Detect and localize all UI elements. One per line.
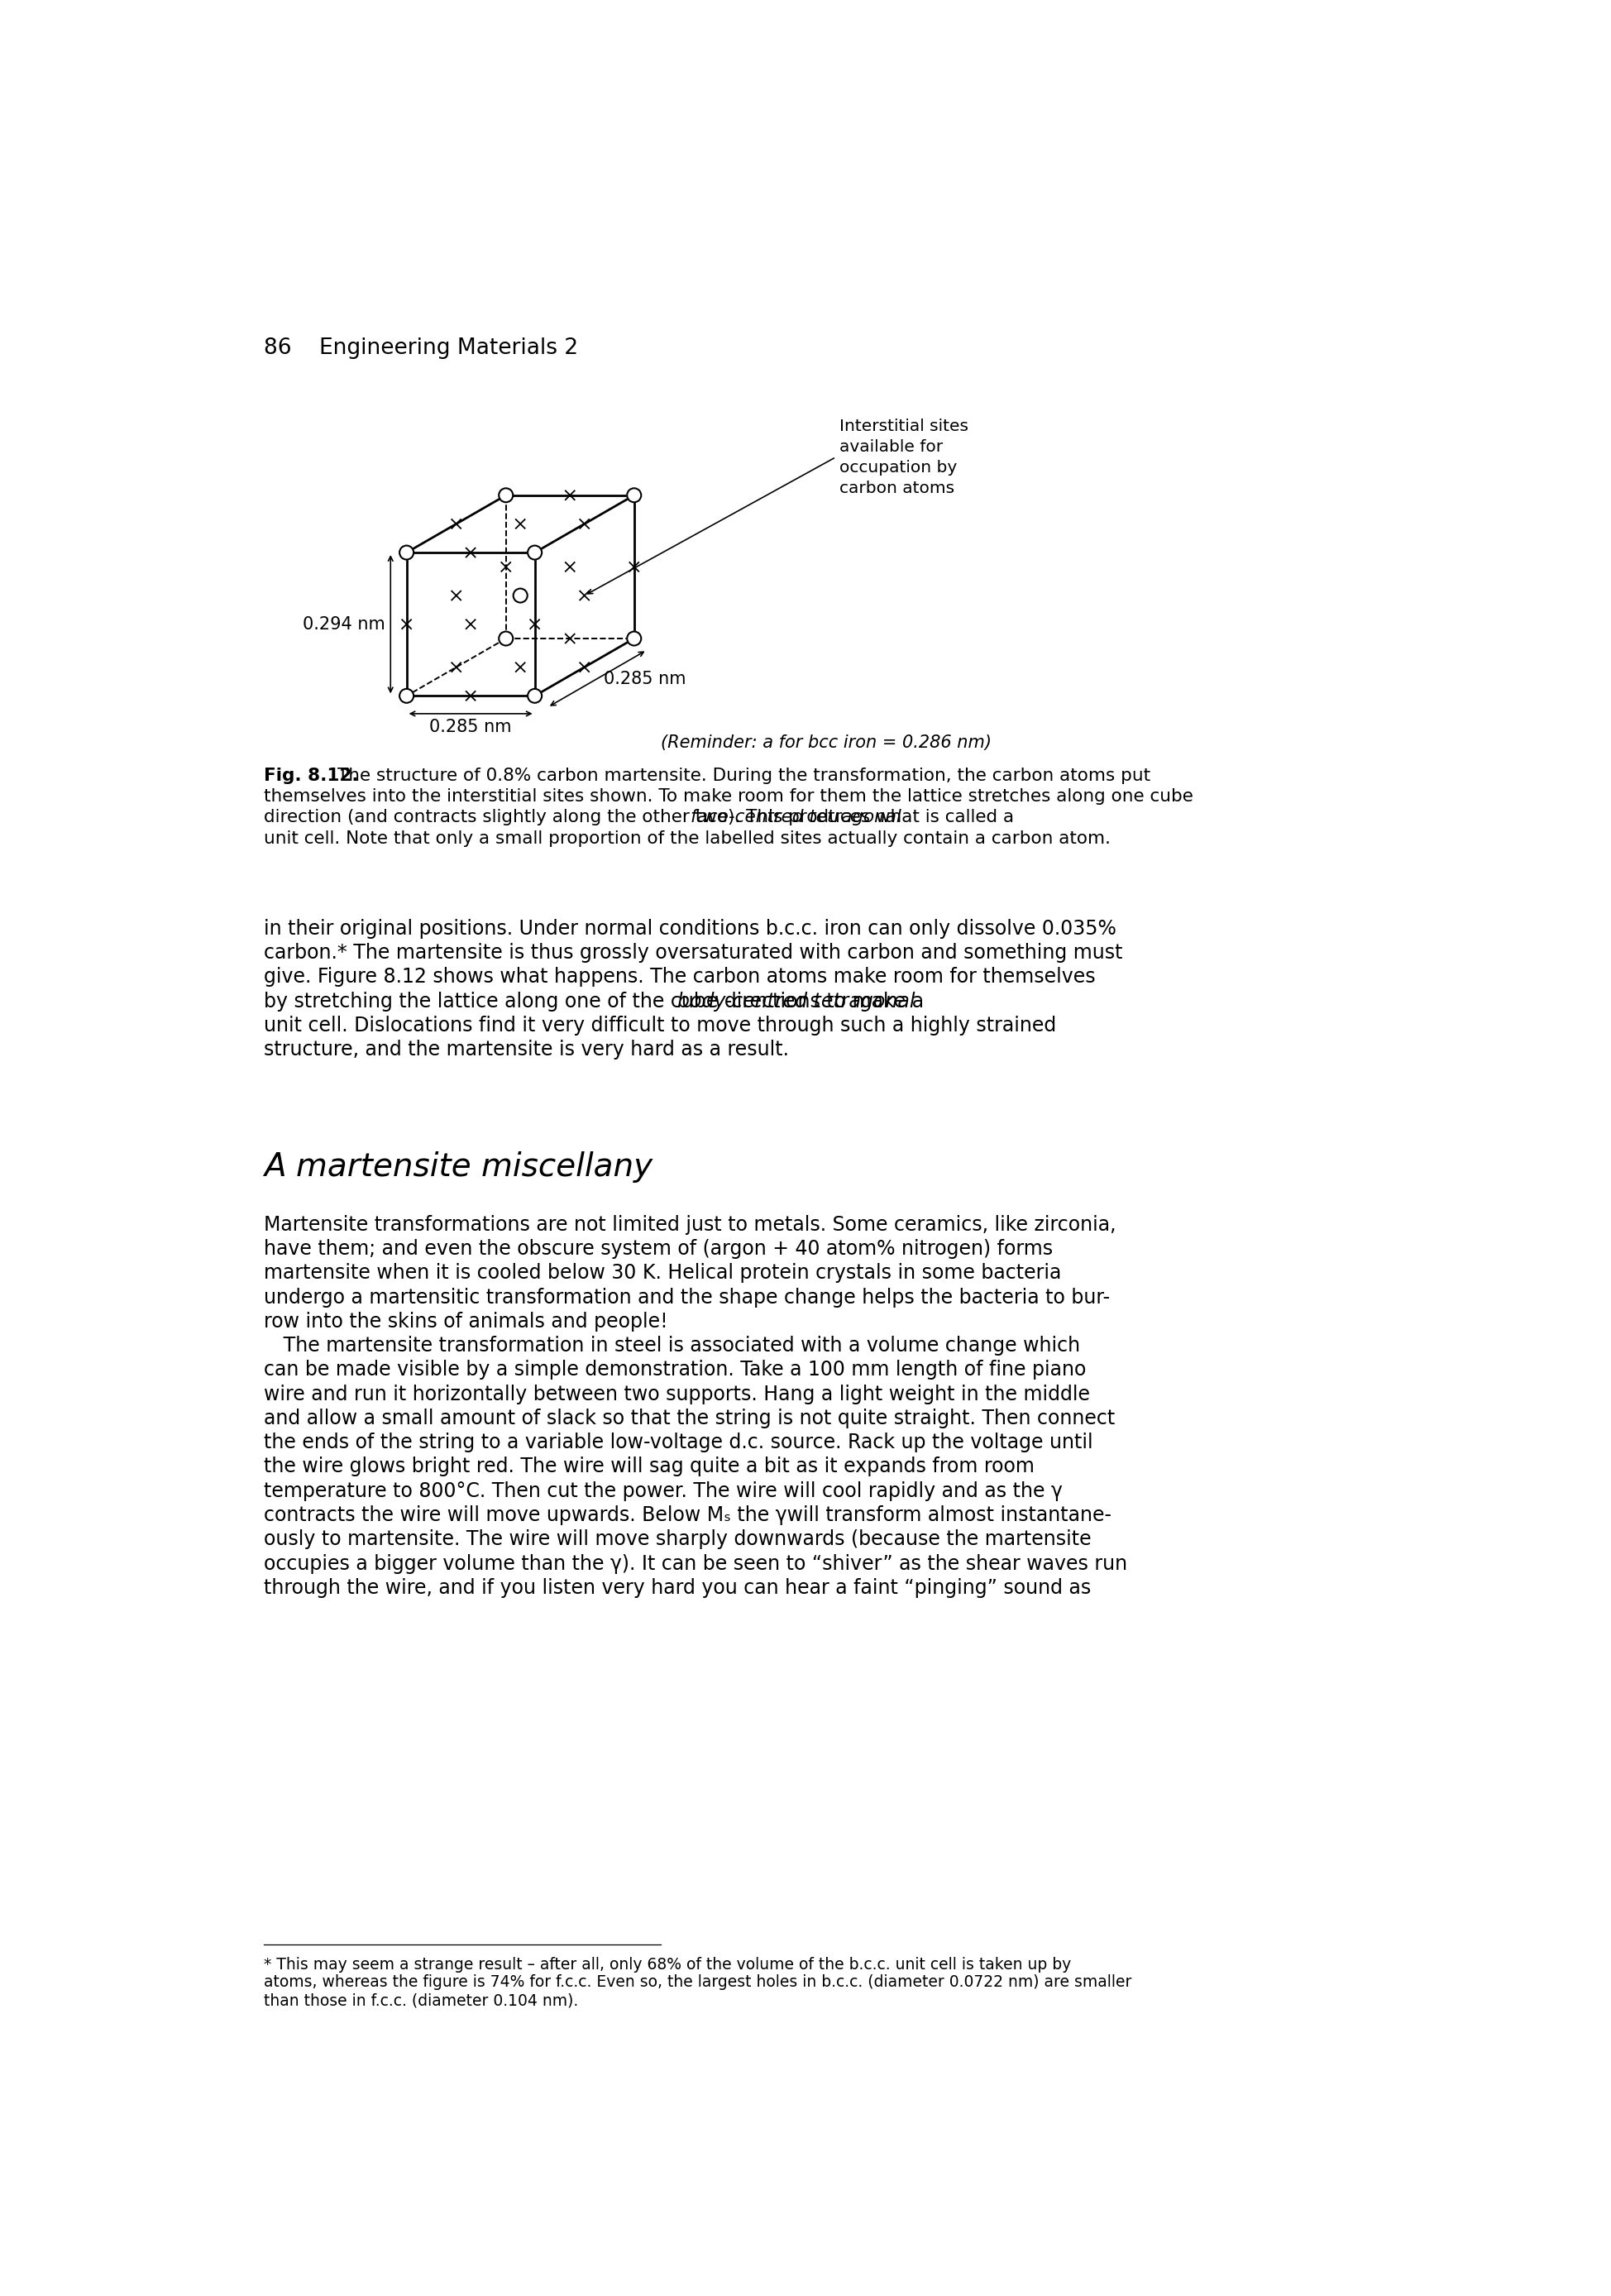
Text: 0.294 nm: 0.294 nm bbox=[303, 615, 385, 631]
Text: 86    Engineering Materials 2: 86 Engineering Materials 2 bbox=[264, 338, 578, 358]
Text: can be made visible by a simple demonstration. Take a 100 mm length of fine pian: can be made visible by a simple demonstr… bbox=[264, 1359, 1086, 1380]
Circle shape bbox=[527, 689, 541, 703]
Text: by stretching the lattice along one of the cube directions to make a: by stretching the lattice along one of t… bbox=[264, 992, 930, 1010]
Text: 0.285 nm: 0.285 nm bbox=[429, 719, 512, 735]
Text: temperature to 800°C. Then cut the power. The wire will cool rapidly and as the : temperature to 800°C. Then cut the power… bbox=[264, 1481, 1062, 1502]
Text: than those in f.c.c. (diameter 0.104 nm).: than those in f.c.c. (diameter 0.104 nm)… bbox=[264, 1993, 578, 2009]
Text: and allow a small amount of slack so that the string is not quite straight. Then: and allow a small amount of slack so tha… bbox=[264, 1407, 1115, 1428]
Text: face-centred tetragonal: face-centred tetragonal bbox=[690, 808, 901, 827]
Text: the ends of the string to a variable low-voltage d.c. source. Rack up the voltag: the ends of the string to a variable low… bbox=[264, 1433, 1092, 1453]
Text: body-centred tetragonal: body-centred tetragonal bbox=[677, 992, 915, 1010]
Circle shape bbox=[527, 546, 541, 560]
Text: structure, and the martensite is very hard as a result.: structure, and the martensite is very ha… bbox=[264, 1040, 788, 1058]
Circle shape bbox=[400, 689, 414, 703]
Text: Fig. 8.12.: Fig. 8.12. bbox=[264, 767, 358, 783]
Text: occupies a bigger volume than the γ). It can be seen to “shiver” as the shear wa: occupies a bigger volume than the γ). It… bbox=[264, 1554, 1126, 1573]
Text: have them; and even the obscure system of (argon + 40 atom% nitrogen) forms: have them; and even the obscure system o… bbox=[264, 1240, 1052, 1258]
Circle shape bbox=[400, 546, 414, 560]
Text: carbon.* The martensite is thus grossly oversaturated with carbon and something : carbon.* The martensite is thus grossly … bbox=[264, 944, 1121, 962]
Text: wire and run it horizontally between two supports. Hang a light weight in the mi: wire and run it horizontally between two… bbox=[264, 1384, 1089, 1405]
Text: Martensite transformations are not limited just to metals. Some ceramics, like z: Martensite transformations are not limit… bbox=[264, 1215, 1115, 1235]
Text: in their original positions. Under normal conditions b.c.c. iron can only dissol: in their original positions. Under norma… bbox=[264, 918, 1115, 939]
Text: contracts the wire will move upwards. Below Mₛ the γwill transform almost instan: contracts the wire will move upwards. Be… bbox=[264, 1506, 1110, 1525]
Text: row into the skins of animals and people!: row into the skins of animals and people… bbox=[264, 1311, 667, 1332]
Text: A martensite miscellany: A martensite miscellany bbox=[264, 1150, 652, 1182]
Text: direction (and contracts slightly along the other two). This produces what is ca: direction (and contracts slightly along … bbox=[264, 808, 1020, 827]
Text: undergo a martensitic transformation and the shape change helps the bacteria to : undergo a martensitic transformation and… bbox=[264, 1288, 1110, 1306]
Text: Interstitial sites
available for
occupation by
carbon atoms: Interstitial sites available for occupat… bbox=[839, 418, 968, 496]
Circle shape bbox=[627, 489, 641, 503]
Text: through the wire, and if you listen very hard you can hear a faint “pinging” sou: through the wire, and if you listen very… bbox=[264, 1577, 1091, 1598]
Text: the wire glows bright red. The wire will sag quite a bit as it expands from room: the wire glows bright red. The wire will… bbox=[264, 1458, 1034, 1476]
Text: The structure of 0.8% carbon martensite. During the transformation, the carbon a: The structure of 0.8% carbon martensite.… bbox=[337, 767, 1150, 783]
Text: The martensite transformation in steel is associated with a volume change which: The martensite transformation in steel i… bbox=[264, 1336, 1079, 1355]
Text: 0.285 nm: 0.285 nm bbox=[604, 670, 686, 687]
Circle shape bbox=[499, 631, 512, 645]
Circle shape bbox=[499, 489, 512, 503]
Circle shape bbox=[627, 631, 641, 645]
Text: give. Figure 8.12 shows what happens. The carbon atoms make room for themselves: give. Figure 8.12 shows what happens. Th… bbox=[264, 967, 1095, 987]
Circle shape bbox=[512, 588, 527, 602]
Text: unit cell. Note that only a small proportion of the labelled sites actually cont: unit cell. Note that only a small propor… bbox=[264, 831, 1110, 847]
Text: themselves into the interstitial sites shown. To make room for them the lattice : themselves into the interstitial sites s… bbox=[264, 788, 1192, 804]
Text: ously to martensite. The wire will move sharply downwards (because the martensit: ously to martensite. The wire will move … bbox=[264, 1529, 1091, 1550]
Text: (Reminder: a for bcc iron = 0.286 nm): (Reminder: a for bcc iron = 0.286 nm) bbox=[661, 735, 991, 751]
Text: atoms, whereas the figure is 74% for f.c.c. Even so, the largest holes in b.c.c.: atoms, whereas the figure is 74% for f.c… bbox=[264, 1975, 1131, 1991]
Text: martensite when it is cooled below 30 K. Helical protein crystals in some bacter: martensite when it is cooled below 30 K.… bbox=[264, 1263, 1060, 1283]
Text: unit cell. Dislocations find it very difficult to move through such a highly str: unit cell. Dislocations find it very dif… bbox=[264, 1015, 1055, 1035]
Text: * This may seem a strange result – after all, only 68% of the volume of the b.c.: * This may seem a strange result – after… bbox=[264, 1956, 1070, 1972]
Text: direction (and contracts slightly along the other two). This produces what is ca: direction (and contracts slightly along … bbox=[264, 808, 1020, 827]
